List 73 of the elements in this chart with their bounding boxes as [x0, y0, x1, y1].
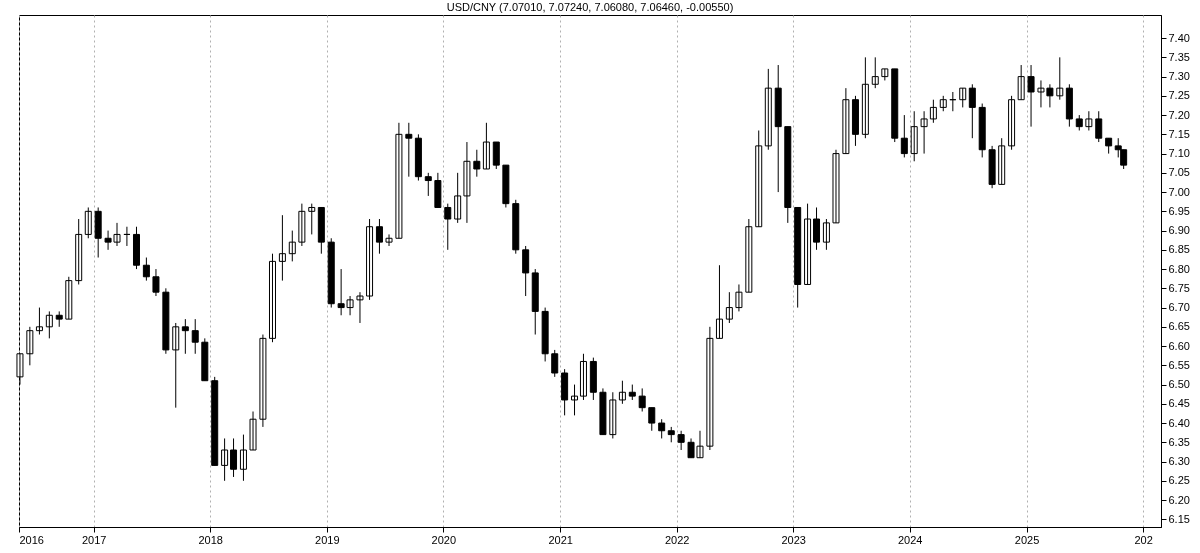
- candlestick: [667, 426, 675, 443]
- x-tick-label: 2019: [315, 533, 340, 546]
- candlestick: [55, 310, 63, 328]
- candlestick: [677, 430, 685, 451]
- candlestick: [473, 149, 481, 178]
- x-tick-label: 2018: [198, 533, 223, 546]
- candlestick: [482, 122, 490, 170]
- y-tick-label: 6.50: [1168, 378, 1190, 391]
- y-tick-label: 6.15: [1168, 512, 1190, 525]
- y-tick-label: 7.25: [1168, 89, 1190, 102]
- candlestick: [356, 291, 364, 324]
- candlestick: [405, 122, 413, 178]
- x-tick-label: 2021: [548, 533, 573, 546]
- y-tick-label: 6.45: [1168, 397, 1190, 410]
- x-tick-label: 2023: [781, 533, 806, 546]
- candlestick: [444, 203, 452, 251]
- y-tick-label: 6.20: [1168, 493, 1190, 506]
- candlestick: [929, 99, 937, 124]
- y-tick-label: 6.85: [1168, 243, 1190, 256]
- candlestick: [1075, 114, 1083, 131]
- candlestick: [648, 407, 656, 432]
- candlestick: [1056, 56, 1064, 101]
- y-tick-label: 6.60: [1168, 339, 1190, 352]
- y-tick-label: 7.15: [1168, 127, 1190, 140]
- x-tick-label: 2017: [81, 533, 107, 546]
- y-tick-label: 7.20: [1168, 108, 1190, 121]
- candlestick: [492, 141, 500, 170]
- candlestick: [35, 307, 43, 336]
- x-tick-label: 202: [1134, 533, 1153, 546]
- candlestick: [385, 233, 393, 247]
- x-tick-label: 2022: [664, 533, 690, 546]
- candlestick: [715, 264, 723, 339]
- x-tick-label: 2024: [898, 533, 923, 546]
- x-tick-label: 2025: [1014, 533, 1040, 546]
- candlestick: [1105, 137, 1113, 155]
- x-tick-label: 2020: [431, 533, 457, 546]
- candlestick: [638, 387, 646, 413]
- y-tick-label: 6.90: [1168, 224, 1190, 237]
- y-tick-label: 6.35: [1168, 435, 1190, 448]
- y-tick-label: 6.55: [1168, 358, 1190, 371]
- candlestick: [571, 384, 579, 416]
- y-tick-label: 6.70: [1168, 301, 1190, 314]
- y-tick-label: 6.25: [1168, 474, 1190, 487]
- y-tick-label: 6.40: [1168, 416, 1190, 429]
- y-tick-label: 7.35: [1168, 50, 1190, 63]
- candlestick: [920, 110, 928, 155]
- candlestick: [628, 384, 636, 401]
- candlestick: [278, 214, 286, 282]
- candlestick: [658, 418, 666, 439]
- y-tick-label: 7.05: [1168, 166, 1190, 179]
- candlestick: [959, 87, 967, 108]
- y-tick-label: 7.10: [1168, 147, 1190, 160]
- y-tick-label: 6.80: [1168, 262, 1190, 275]
- candlestick: [939, 95, 947, 112]
- x-tick-label: 2016: [19, 533, 44, 546]
- candlestick: [308, 203, 316, 235]
- candlestick: [181, 318, 189, 355]
- y-tick-label: 6.30: [1168, 455, 1190, 468]
- candlestick: [618, 380, 626, 405]
- candlestick: [288, 230, 296, 262]
- y-tick-label: 7.30: [1168, 70, 1190, 83]
- candlestick: [725, 291, 733, 324]
- y-tick-label: 6.65: [1168, 320, 1190, 333]
- candlestick: [871, 56, 879, 89]
- y-tick-label: 6.95: [1168, 204, 1190, 217]
- candlestick: [881, 68, 889, 81]
- candlestick: [424, 172, 432, 197]
- y-tick-label: 7.00: [1168, 185, 1190, 198]
- chart-title: USD/CNY (7.07010, 7.07240, 7.06080, 7.06460, -0.00550): [446, 1, 734, 13]
- y-tick-label: 6.75: [1168, 281, 1190, 294]
- candlestick: [191, 318, 199, 355]
- candlestick: [1085, 110, 1093, 131]
- y-tick-label: 7.40: [1168, 31, 1190, 44]
